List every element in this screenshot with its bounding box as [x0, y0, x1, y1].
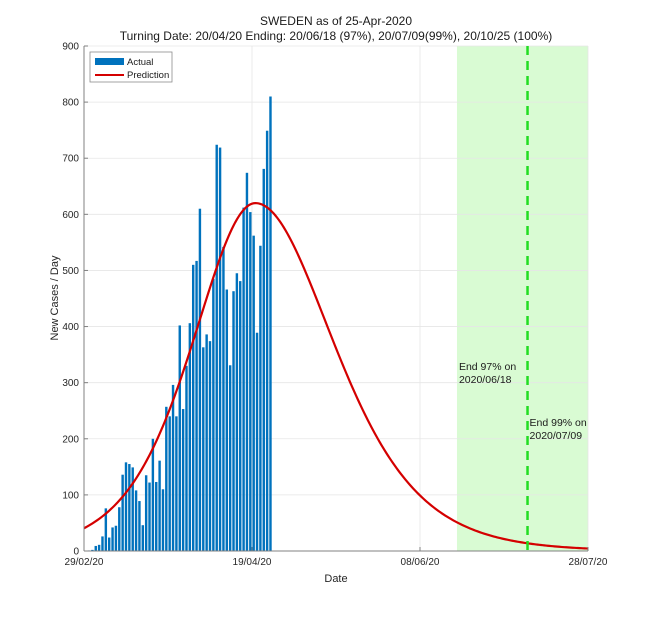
bar-actual [252, 235, 255, 551]
bar-actual [134, 490, 138, 551]
end-annotation: End 99% on 2020/07/09 [530, 417, 587, 442]
bar-actual [107, 537, 111, 551]
bar-actual [185, 365, 188, 551]
bar-actual [91, 549, 94, 551]
y-tick-label: 900 [62, 42, 79, 53]
bar-actual [195, 260, 198, 551]
chart-subtitle: Turning Date: 20/04/20 Ending: 20/06/18 … [120, 29, 553, 43]
x-axis-label: Date [324, 573, 347, 585]
bar-actual [111, 527, 114, 551]
bar-actual [141, 525, 145, 551]
chart-title: SWEDEN as of 25-Apr-2020 [260, 14, 412, 28]
y-tick-label: 700 [62, 154, 79, 165]
bar-actual [208, 341, 212, 551]
bar-actual [165, 406, 168, 551]
bar-actual [265, 130, 269, 551]
bar-actual [232, 291, 235, 551]
bar-actual [151, 438, 155, 551]
bar-actual [118, 507, 121, 551]
bar-actual [242, 207, 245, 551]
bar-actual [259, 245, 262, 551]
y-tick-label: 300 [62, 378, 79, 389]
y-axis-label: New Cases / Day [49, 255, 61, 340]
bar-actual [222, 246, 225, 551]
bar-actual [225, 289, 229, 551]
bar-actual [168, 416, 171, 551]
legend-swatch-actual [95, 58, 124, 65]
bar-actual [175, 416, 178, 551]
bar-actual [181, 409, 185, 551]
y-tick-label: 600 [62, 210, 79, 221]
bar-actual [178, 325, 181, 551]
legend-box [89, 51, 173, 83]
legend-label-prediction: Prediction [127, 70, 169, 81]
x-tick-label: 28/07/20 [569, 557, 608, 568]
bar-actual [104, 508, 108, 551]
x-tick-label: 29/02/20 [65, 557, 104, 568]
bar-actual [121, 474, 124, 551]
bar-actual [228, 365, 232, 551]
bar-actual [205, 334, 208, 551]
bar-actual [239, 281, 242, 551]
bar-actual [202, 347, 205, 551]
end-annotation-line: 2020/06/18 [459, 374, 512, 386]
bar-actual [255, 332, 259, 551]
bar-actual [245, 172, 249, 552]
bar-actual [218, 147, 222, 552]
bar-actual [124, 462, 128, 551]
bar-actual [101, 536, 104, 551]
bar-actual [131, 467, 134, 551]
y-tick-label: 100 [62, 490, 79, 501]
end-annotation-line: End 99% on [530, 417, 587, 429]
y-tick-label: 800 [62, 98, 79, 109]
bar-actual [148, 482, 151, 551]
bar-actual [114, 525, 118, 551]
bar-actual [97, 544, 101, 551]
bar-actual [191, 264, 195, 551]
legend-label-actual: Actual [127, 57, 153, 68]
bar-actual [128, 464, 131, 551]
bar-actual [188, 323, 192, 551]
bar-actual [138, 501, 141, 551]
bar-actual [215, 144, 218, 551]
bar-actual [235, 273, 239, 551]
legend: Actual Prediction [89, 51, 173, 83]
bar-actual [269, 96, 272, 551]
bar-actual [262, 168, 265, 551]
y-tick-label: 400 [62, 322, 79, 333]
y-tick-label: 0 [73, 547, 79, 558]
end-annotation: End 97% on 2020/06/18 [459, 361, 516, 386]
bar-actual [155, 481, 158, 551]
bar-actual [161, 489, 165, 551]
bar-actual [249, 212, 252, 552]
x-tick-label: 19/04/20 [233, 557, 272, 568]
bar-actual [198, 208, 202, 551]
x-tick-label: 08/06/20 [401, 557, 440, 568]
end-annotation-line: 2020/07/09 [530, 430, 583, 442]
end-annotation-line: End 97% on [459, 361, 516, 373]
bar-actual [94, 545, 97, 551]
bar-actual [212, 278, 215, 551]
shaded-region [456, 46, 588, 551]
bar-actual [158, 460, 161, 551]
y-tick-label: 200 [62, 434, 79, 445]
bar-actual [144, 475, 148, 551]
bar-actual [171, 384, 175, 551]
prediction-line [83, 202, 589, 550]
y-tick-label: 500 [62, 266, 79, 277]
